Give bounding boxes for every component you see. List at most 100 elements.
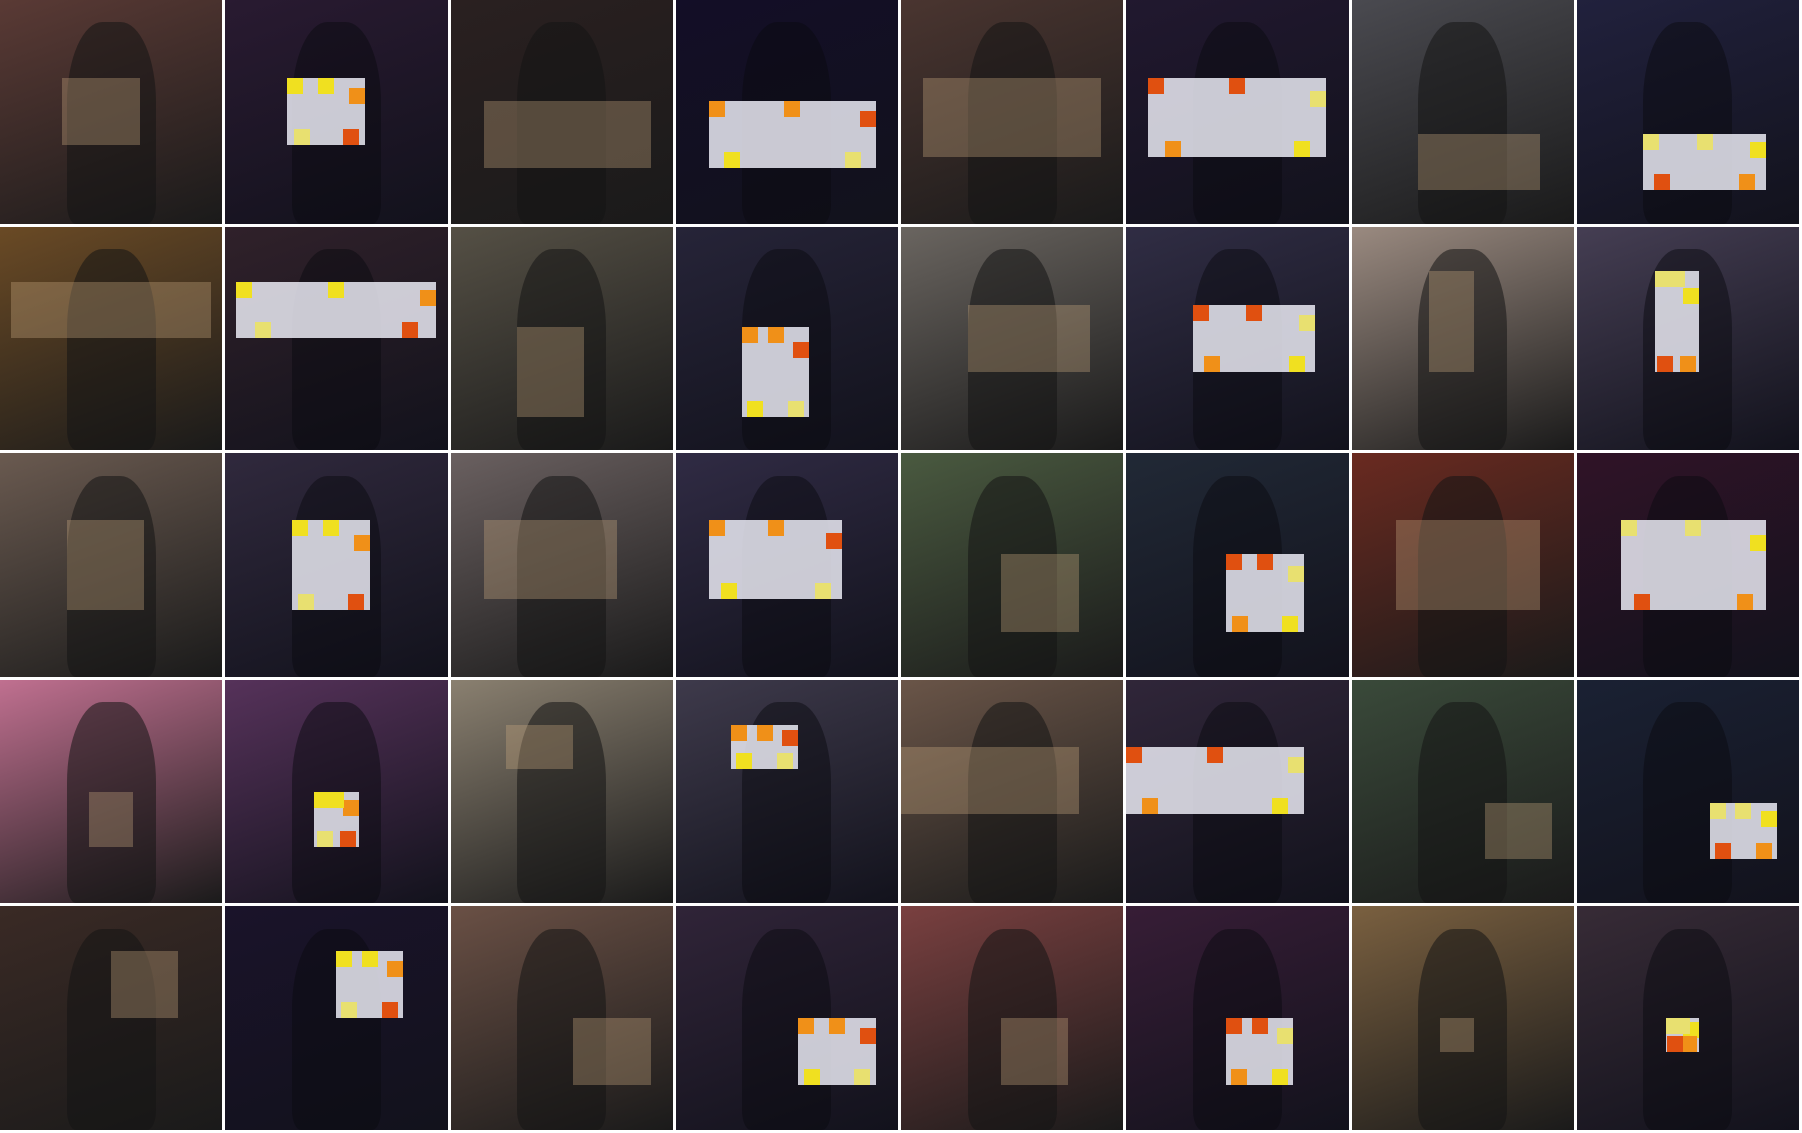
attention-cell [1271,1069,1288,1086]
attention-cell [1739,174,1756,191]
attention-cell [1276,1028,1293,1045]
instrument [572,1018,651,1086]
attention-cell [859,110,876,127]
performer [517,248,607,451]
video-frame [450,0,673,224]
video-frame [450,226,673,451]
attention-cell [859,1028,876,1045]
attention-cell [1203,355,1220,372]
attention-cell [1192,304,1209,321]
heatmap-frame [1576,453,1799,677]
performer [66,928,156,1130]
attention-cell [1682,288,1699,305]
instrument [11,282,212,339]
attention-cell [1288,566,1305,583]
instrument [506,724,573,770]
performer [967,702,1057,904]
attention-cell [756,724,773,741]
attention-cell [1251,1018,1268,1035]
attention-cell [1246,304,1263,321]
performer [517,22,607,224]
heatmap-frame [1126,226,1349,451]
attention-cell [1288,355,1305,372]
attention-cell [341,1002,358,1019]
performer [967,928,1057,1130]
attention-cell [1668,271,1685,288]
attention-cell [1164,140,1181,157]
instrument [967,304,1090,372]
attention-cell [1735,802,1752,819]
attention-cell [342,799,359,816]
video-frame [450,906,673,1130]
performer [66,248,156,451]
attention-cell [347,593,364,610]
performer [967,475,1057,677]
attention-cell [1142,797,1159,814]
attention-cell [1634,593,1651,610]
attention-cell [793,341,810,358]
attention-cell [1271,797,1288,814]
video-frame [901,0,1124,224]
attention-cell [336,951,353,968]
attention-cell [731,724,748,741]
attention-cell [343,129,360,146]
performer [1418,22,1508,224]
performer [66,475,156,677]
attention-cell [1715,842,1732,859]
performer [967,22,1057,224]
attention-cell [767,327,784,344]
instrument [1418,134,1541,191]
attention-cell [709,100,726,117]
video-frame [450,453,673,677]
attention-cell [1657,355,1674,372]
video-frame [1351,906,1574,1130]
attention-cell [804,1069,821,1086]
attention-cell [1760,810,1777,827]
attention-cell [339,831,356,848]
attention-cell [1294,140,1311,157]
performer [66,702,156,904]
attention-cell [1226,1018,1243,1035]
heatmap-frame [225,226,448,451]
heatmap-frame [1576,906,1799,1130]
attention-cell [1696,134,1713,151]
instrument [88,791,134,848]
attention-cell [828,1018,845,1035]
attention-cell [236,282,253,299]
video-frame [0,226,223,451]
attention-cell [1736,593,1753,610]
instrument [483,100,651,168]
heatmap-frame [675,0,898,224]
performer [291,248,381,451]
video-frame [901,226,1124,451]
attention-cell [1749,142,1766,159]
attention-cell [1681,1035,1698,1052]
instrument [1440,1018,1474,1052]
video-frame [901,906,1124,1130]
instrument [1395,520,1541,610]
attention-cell [328,282,345,299]
attention-region [1654,271,1699,372]
attention-cell [322,520,339,537]
heatmap-frame [225,906,448,1130]
performer [967,248,1057,451]
attention-cell [349,88,366,105]
attention-cell [318,78,335,95]
heatmap-frame [1126,0,1349,224]
attention-cell [1749,534,1766,551]
attention-cell [1281,616,1298,633]
performer [1643,22,1733,224]
video-frame [1351,453,1574,677]
attention-cell [742,327,759,344]
performer [517,702,607,904]
attention-cell [1654,174,1671,191]
attention-cell [1680,355,1697,372]
attention-cell [1710,802,1727,819]
attention-cell [401,322,418,339]
instrument [1001,1018,1068,1086]
attention-cell [788,400,805,417]
instrument [1429,271,1474,372]
heatmap-frame [675,226,898,451]
video-frame [0,0,223,224]
heatmap-frame [675,453,898,677]
